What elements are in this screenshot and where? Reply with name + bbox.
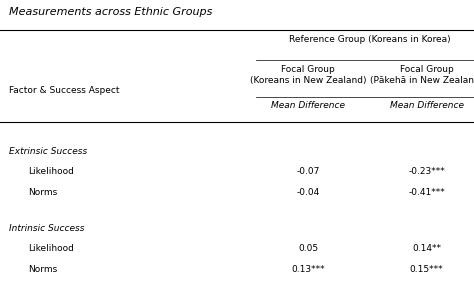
Text: Norms: Norms xyxy=(28,188,58,197)
Text: Intrinsic Success: Intrinsic Success xyxy=(9,224,85,233)
Text: -0.04: -0.04 xyxy=(296,188,320,197)
Text: Measurements across Ethnic Groups: Measurements across Ethnic Groups xyxy=(9,7,213,17)
Text: -0.23***: -0.23*** xyxy=(408,167,445,176)
Text: Likelihood: Likelihood xyxy=(28,167,74,176)
Text: -0.41***: -0.41*** xyxy=(408,188,445,197)
Text: Focal Group
(Pākehā in New Zealand): Focal Group (Pākehā in New Zealand) xyxy=(370,65,474,85)
Text: Factor & Success Aspect: Factor & Success Aspect xyxy=(9,86,120,95)
Text: 0.14**: 0.14** xyxy=(412,244,441,253)
Text: Extrinsic Success: Extrinsic Success xyxy=(9,147,88,156)
Text: 0.15***: 0.15*** xyxy=(410,265,443,274)
Text: Mean Difference: Mean Difference xyxy=(390,101,464,110)
Text: Focal Group
(Koreans in New Zealand): Focal Group (Koreans in New Zealand) xyxy=(250,65,366,85)
Text: 0.05: 0.05 xyxy=(298,244,318,253)
Text: 0.13***: 0.13*** xyxy=(292,265,325,274)
Text: Likelihood: Likelihood xyxy=(28,244,74,253)
Text: Mean Difference: Mean Difference xyxy=(271,101,345,110)
Text: Reference Group (Koreans in Korea): Reference Group (Koreans in Korea) xyxy=(289,36,450,45)
Text: -0.07: -0.07 xyxy=(296,167,320,176)
Text: Norms: Norms xyxy=(28,265,58,274)
